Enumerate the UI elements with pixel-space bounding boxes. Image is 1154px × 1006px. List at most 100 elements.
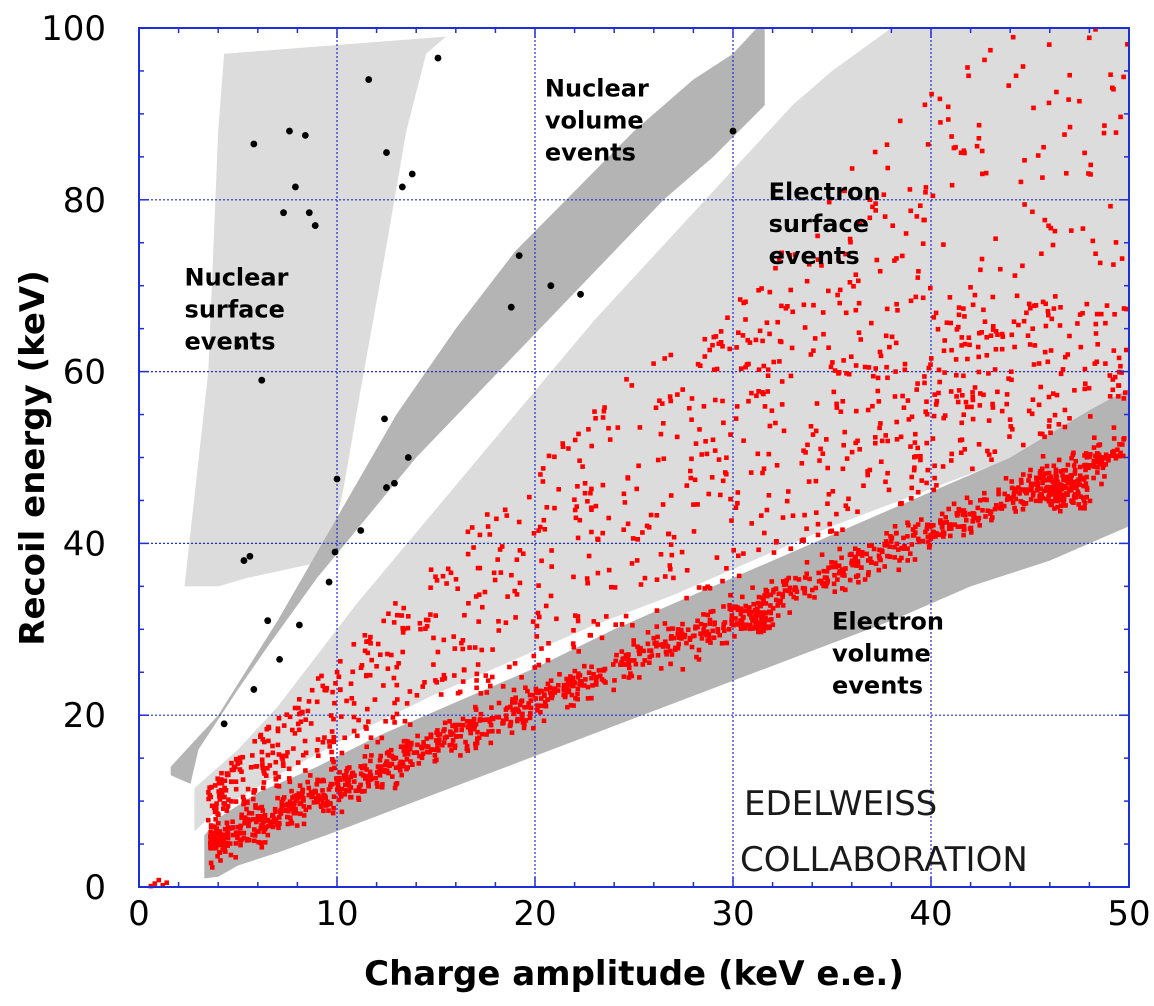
data-point-electron: [402, 718, 408, 724]
data-point-electron: [1044, 463, 1050, 469]
data-point-electron: [1084, 474, 1089, 480]
data-point-electron: [415, 742, 420, 748]
data-point-electron: [358, 782, 363, 788]
data-point-electron: [575, 696, 580, 702]
data-point-electron: [684, 640, 689, 646]
data-point-electron: [583, 677, 588, 682]
data-point-electron: [297, 801, 303, 807]
data-point-electron: [802, 512, 807, 518]
data-point-electron: [260, 808, 266, 813]
data-point-electron: [1108, 72, 1113, 77]
data-point-electron: [436, 748, 441, 753]
data-point-electron: [516, 519, 522, 525]
data-point-electron: [460, 722, 466, 728]
data-point-electron: [724, 566, 729, 571]
data-point-electron: [826, 565, 831, 571]
data-point-electron: [836, 570, 842, 576]
data-point-electron: [1051, 391, 1056, 396]
data-point-electron: [661, 456, 667, 461]
data-point-electron: [262, 840, 268, 845]
data-point-electron: [992, 506, 998, 512]
data-point-electron: [1070, 452, 1076, 458]
data-point-electron: [287, 779, 293, 785]
data-point-electron: [959, 450, 964, 455]
data-point-electron: [875, 388, 881, 394]
data-point-electron: [486, 729, 491, 734]
data-point-electron: [256, 805, 262, 811]
data-point-electron: [780, 515, 786, 520]
data-point-electron: [445, 566, 451, 572]
data-point-electron: [609, 584, 614, 590]
data-point-electron: [849, 449, 855, 455]
data-point-nuclear: [246, 552, 254, 560]
data-point-electron: [604, 614, 609, 619]
data-point-electron: [779, 250, 784, 256]
data-point-electron: [841, 358, 846, 363]
data-point-electron: [959, 335, 965, 340]
data-point-electron: [536, 690, 541, 696]
data-point-electron: [981, 392, 986, 398]
data-point-electron: [773, 586, 779, 591]
data-point-electron: [923, 185, 929, 190]
data-point-electron: [1051, 484, 1057, 490]
data-point-electron: [1093, 321, 1099, 327]
data-point-electron: [367, 769, 373, 775]
data-point-electron: [872, 149, 878, 155]
data-point-electron: [735, 500, 740, 506]
data-point-electron: [1087, 498, 1093, 504]
data-point-electron: [351, 714, 357, 720]
data-point-electron: [568, 674, 573, 679]
data-point-electron: [754, 610, 759, 616]
data-point-electron: [924, 412, 930, 417]
data-point-electron: [308, 721, 314, 726]
data-point-electron: [914, 387, 919, 392]
data-point-electron: [743, 364, 748, 370]
data-point-electron: [1112, 374, 1118, 380]
data-point-electron: [1006, 376, 1011, 381]
data-point-electron: [256, 817, 261, 822]
data-point-electron: [534, 634, 539, 639]
data-point-electron: [255, 814, 261, 819]
data-point-electron: [490, 647, 495, 652]
data-point-electron: [530, 619, 536, 624]
data-point-electron: [878, 557, 883, 563]
data-point-electron: [989, 457, 994, 462]
data-point-electron: [208, 840, 213, 845]
data-point-electron: [1107, 373, 1113, 378]
data-point-electron: [1097, 461, 1103, 467]
data-point-electron: [982, 57, 987, 63]
data-point-electron: [893, 369, 898, 374]
data-point-electron: [1082, 150, 1087, 156]
data-point-electron: [938, 518, 943, 523]
data-point-electron: [832, 368, 838, 373]
data-point-electron: [323, 688, 329, 693]
data-point-electron: [1086, 463, 1092, 468]
data-point-electron: [209, 784, 214, 790]
data-point-electron: [464, 719, 470, 724]
region-label-1: Nuclear surface events: [185, 264, 289, 356]
data-point-electron: [885, 553, 890, 559]
data-point-electron: [670, 626, 675, 631]
data-point-electron: [698, 621, 704, 627]
data-point-electron: [339, 714, 344, 719]
data-point-electron: [898, 434, 904, 440]
data-point-electron: [331, 759, 336, 765]
data-point-electron: [359, 663, 365, 668]
data-point-electron: [240, 777, 246, 782]
data-point-electron: [301, 752, 306, 758]
data-point-electron: [516, 709, 522, 715]
data-point-electron: [1113, 240, 1119, 245]
data-point-electron: [569, 692, 575, 698]
data-point-electron: [765, 389, 770, 394]
data-point-electron: [900, 393, 905, 399]
data-point-electron: [826, 199, 832, 205]
data-point-electron: [642, 575, 648, 581]
data-point-electron: [976, 354, 981, 360]
data-point-nuclear: [311, 222, 319, 229]
data-point-electron: [1123, 390, 1128, 395]
data-point-electron: [843, 251, 848, 257]
data-point-electron: [729, 617, 734, 622]
data-point-electron: [369, 753, 374, 758]
data-point-electron: [1059, 486, 1065, 492]
data-point-electron: [570, 675, 576, 681]
